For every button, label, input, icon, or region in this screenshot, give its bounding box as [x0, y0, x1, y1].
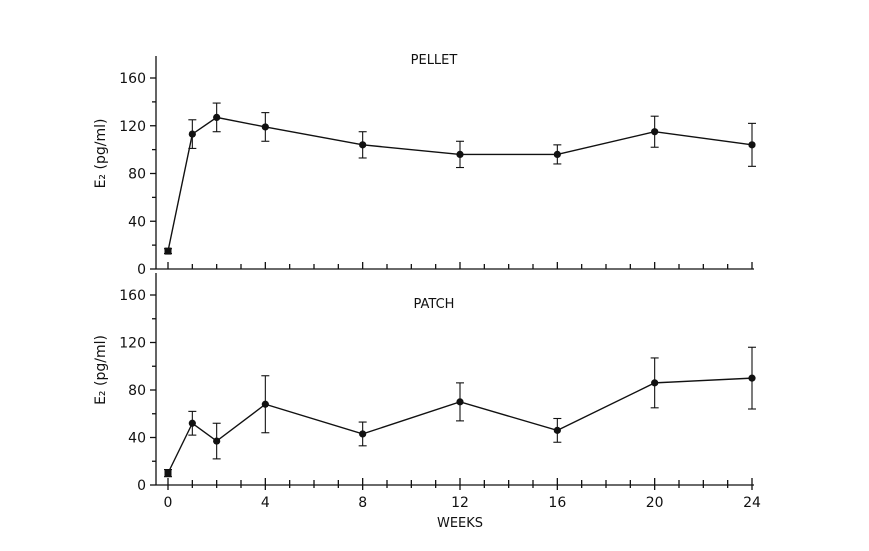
patch-panel: PATCH E₂ (pg/ml) WEEKS 0 40 80 120 160 0 4 8 12 1…: [93, 273, 761, 531]
patch-data-point: [261, 400, 269, 408]
pellet-data-point: [456, 150, 464, 158]
pellet-data-point: [261, 123, 269, 131]
pellet-panel: PELLET E₂ (pg/ml) 0 40 80 120 160: [93, 53, 756, 278]
patch-y-tick-label: 120: [119, 336, 146, 352]
patch-y-tick-label: 40: [128, 431, 146, 447]
patch-x-tick-label: 8: [358, 495, 367, 511]
patch-data-point: [456, 398, 464, 406]
patch-y-tick-label: 0: [137, 478, 146, 494]
patch-data-point: [553, 426, 561, 434]
x-axis-label: WEEKS: [437, 516, 483, 531]
patch-y-axis-label: E₂ (pg/ml): [93, 335, 109, 405]
pellet-data-point: [651, 128, 659, 136]
patch-data-point: [188, 419, 196, 427]
patch-data-point: [651, 379, 659, 387]
pellet-series-line: [167, 116, 753, 252]
pellet-data-point: [553, 150, 561, 158]
patch-title: PATCH: [414, 297, 455, 312]
patch-data-point: [359, 430, 367, 438]
patch-x-tick-label: 20: [646, 495, 664, 511]
pellet-y-tick-label: 40: [128, 214, 146, 230]
patch-data-point: [213, 437, 221, 445]
pellet-title: PELLET: [411, 53, 458, 68]
pellet-y-axis-label: E₂ (pg/ml): [93, 119, 109, 189]
pellet-data-point: [359, 141, 367, 149]
pellet-y-tick-label: 0: [137, 262, 146, 278]
patch-x-tick-label: 4: [261, 495, 270, 511]
pellet-data-point: [748, 141, 756, 149]
patch-x-tick-label: 24: [743, 495, 761, 511]
patch-data-point: [164, 469, 172, 477]
patch-data-point: [748, 374, 756, 382]
patch-x-tick-label: 12: [451, 495, 469, 511]
patch-y-tick-label: 160: [119, 288, 146, 304]
pellet-y-tick-label: 80: [128, 167, 146, 183]
pellet-data-point: [213, 113, 221, 121]
pellet-data-point: [188, 130, 196, 138]
pellet-data-point: [164, 247, 172, 255]
pellet-y-tick-label: 160: [119, 71, 146, 87]
patch-y-tick-label: 80: [128, 383, 146, 399]
patch-x-tick-label: 0: [164, 495, 173, 511]
patch-x-tick-label: 16: [548, 495, 566, 511]
pellet-y-tick-label: 120: [119, 119, 146, 135]
